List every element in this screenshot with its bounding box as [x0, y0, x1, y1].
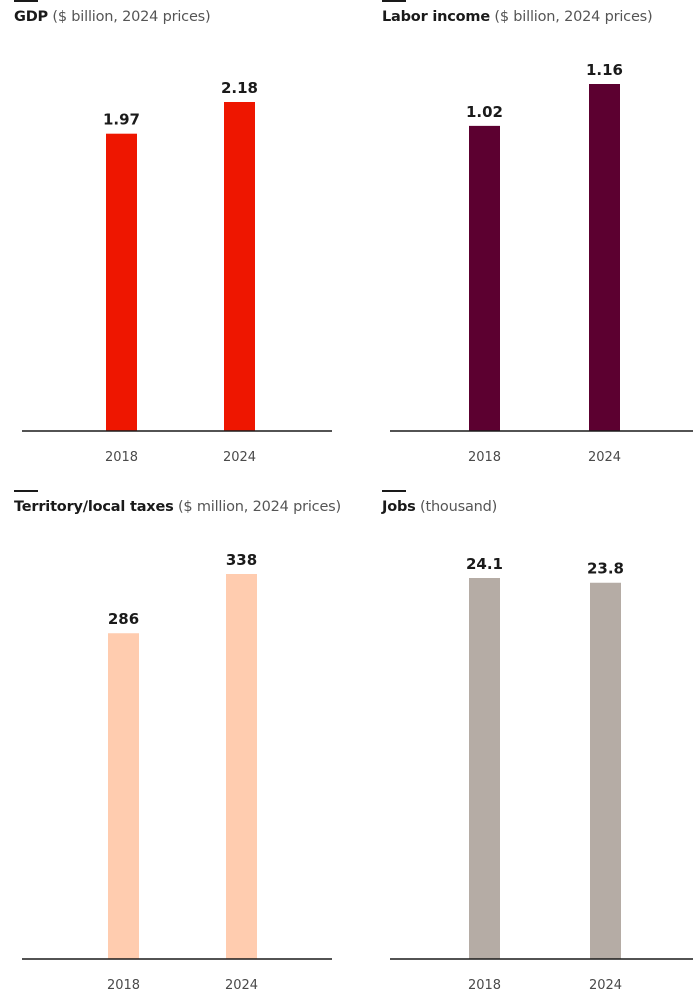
chart-title-unit: ($ million, 2024 prices)	[177, 499, 341, 515]
chart-title-main: Jobs	[382, 499, 416, 515]
chart-title: Jobs (thousand)	[382, 499, 497, 515]
chart-panel-gdp: GDP ($ billion, 2024 prices) 1.97 2018 2.1…	[14, 0, 334, 470]
chart-title: GDP ($ billion, 2024 prices)	[14, 9, 211, 25]
panel-rule	[382, 0, 406, 2]
bar-2024	[224, 102, 255, 431]
x-tick-label: 2018	[107, 978, 140, 993]
chart-panel-taxes: Territory/local taxes ($ million, 2024 p…	[14, 490, 374, 997]
chart-panel-jobs: Jobs (thousand) 24.1 2018 23.8 2024	[382, 490, 693, 997]
x-tick-label: 2024	[589, 978, 622, 993]
chart-panel-labor-income: Labor income ($ billion, 2024 prices) 1.…	[382, 0, 693, 470]
bar-2024	[590, 582, 621, 959]
jobs-bar-chart: 24.1 2018 23.8 2024	[390, 555, 693, 993]
bar-2024	[589, 84, 620, 431]
bar-2018	[106, 133, 137, 431]
chart-title-unit: ($ billion, 2024 prices)	[52, 9, 211, 25]
labor-income-bar-chart: 1.02 2018 1.16 2024	[390, 61, 693, 465]
x-tick-label: 2024	[588, 450, 621, 465]
bar-value-label: 1.97	[103, 111, 140, 129]
bar-value-label: 286	[108, 610, 139, 628]
panel-rule	[14, 490, 38, 492]
chart-title-main: Labor income	[382, 9, 490, 25]
gdp-bar-chart: 1.97 2018 2.18 2024	[22, 79, 332, 465]
bar-value-label: 23.8	[587, 560, 624, 578]
panel-rule	[382, 490, 406, 492]
bar-value-label: 2.18	[221, 79, 258, 97]
taxes-bar-chart: 286 2018 338 2024	[22, 551, 332, 993]
bar-value-label: 1.02	[466, 103, 503, 121]
bar-2018	[108, 633, 139, 959]
panel-rule	[14, 0, 38, 2]
bar-2018	[469, 125, 500, 432]
chart-title-main: Territory/local taxes	[14, 499, 174, 515]
bar-value-label: 24.1	[466, 555, 503, 573]
x-tick-label: 2024	[223, 450, 256, 465]
chart-title-unit: ($ billion, 2024 prices)	[494, 9, 653, 25]
bar-2018	[469, 578, 500, 959]
bar-value-label: 1.16	[586, 61, 623, 79]
x-tick-label: 2018	[468, 450, 501, 465]
chart-title: Territory/local taxes ($ million, 2024 p…	[14, 499, 341, 515]
bar-2024	[226, 574, 257, 959]
x-tick-label: 2018	[105, 450, 138, 465]
chart-title-unit: (thousand)	[420, 499, 498, 515]
x-tick-label: 2024	[225, 978, 258, 993]
bar-value-label: 338	[226, 551, 257, 569]
chart-title-main: GDP	[14, 9, 48, 25]
chart-title: Labor income ($ billion, 2024 prices)	[382, 9, 653, 25]
x-tick-label: 2018	[468, 978, 501, 993]
